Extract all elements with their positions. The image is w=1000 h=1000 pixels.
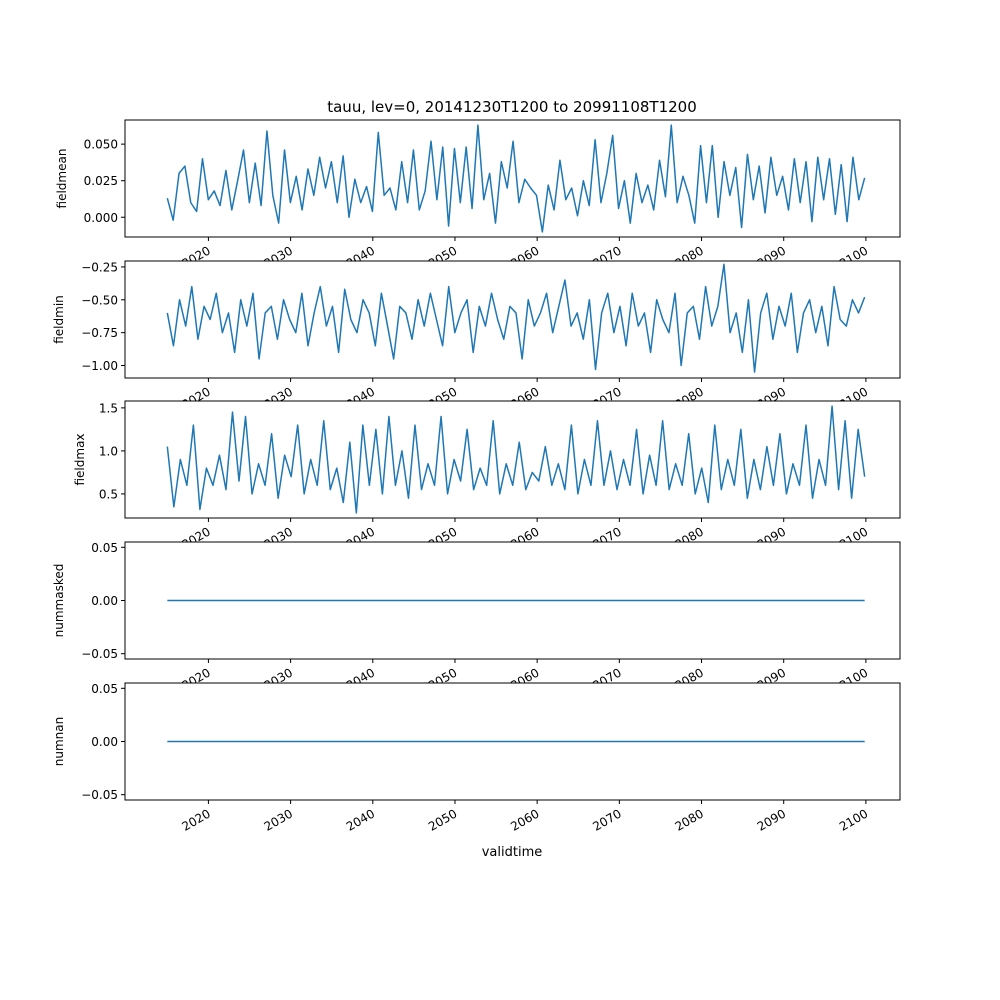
y-tick-label: 0.00 (91, 735, 118, 749)
y-tick-label: 0.05 (91, 682, 118, 696)
y-tick-label: −0.50 (81, 293, 118, 307)
y-tick-label: 0.5 (99, 487, 118, 501)
y-axis-label: fieldmin (52, 295, 66, 344)
y-tick-label: 1.0 (99, 444, 118, 458)
y-tick-label: 1.5 (99, 401, 118, 415)
y-tick-label: −1.00 (81, 359, 118, 373)
y-tick-label: −0.25 (81, 260, 118, 274)
axes-frame (124, 260, 901, 379)
y-axis-label: numnan (52, 717, 66, 766)
chart-title: tauu, lev=0, 20141230T1200 to 20991108T1… (327, 98, 697, 116)
series-line-fieldmin (166, 263, 866, 373)
y-axis-label: fieldmean (55, 149, 69, 209)
series-line-fieldmean (166, 124, 866, 233)
axes-background (125, 120, 900, 237)
y-tick-label: −0.75 (81, 326, 118, 340)
axes-frame (124, 400, 901, 519)
axes-frame (124, 119, 901, 238)
y-tick-label: 0.025 (84, 174, 118, 188)
series-line-fieldmax (166, 405, 866, 514)
y-tick-label: −0.05 (81, 788, 118, 802)
axes-background (125, 401, 900, 518)
y-tick-label: 0.05 (91, 541, 118, 555)
y-tick-label: 0.00 (91, 594, 118, 608)
y-axis-label: fieldmax (73, 433, 87, 485)
y-tick-label: −0.05 (81, 647, 118, 661)
y-axis-label: nummasked (52, 564, 66, 638)
y-tick-label: 0.050 (84, 138, 118, 152)
x-axis-label: validtime (482, 845, 543, 860)
y-tick-label: 0.000 (84, 211, 118, 225)
